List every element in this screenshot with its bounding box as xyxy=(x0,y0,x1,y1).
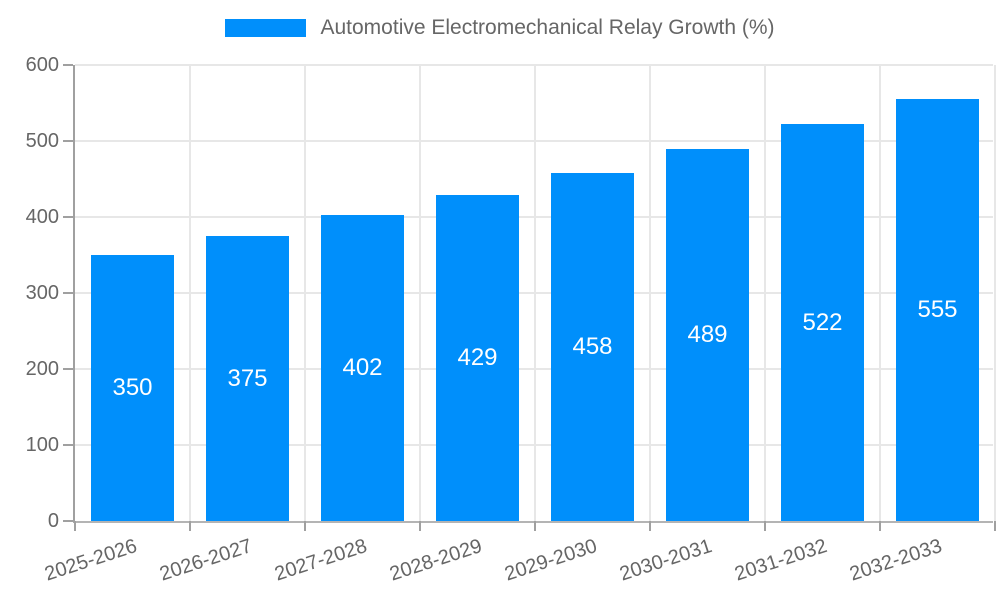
x-axis-tick xyxy=(764,521,766,531)
y-axis-tick xyxy=(63,368,73,371)
bar[interactable]: 402 xyxy=(321,215,404,521)
vertical-gridline xyxy=(879,65,881,521)
bar-value-label: 555 xyxy=(917,296,958,324)
y-axis-label: 400 xyxy=(25,206,59,229)
vertical-gridline xyxy=(189,65,191,521)
y-axis-label: 0 xyxy=(47,510,59,532)
y-axis-tick xyxy=(63,216,73,219)
legend[interactable]: Automotive Electromechanical Relay Growt… xyxy=(0,14,1000,42)
y-axis-label: 600 xyxy=(25,54,59,76)
x-axis-tick xyxy=(534,521,536,531)
x-axis-tick xyxy=(419,521,421,531)
bar[interactable]: 375 xyxy=(206,236,289,521)
y-axis-tick xyxy=(63,444,73,447)
vertical-gridline xyxy=(764,65,766,521)
y-axis-label: 200 xyxy=(25,358,59,381)
bar-value-label: 429 xyxy=(457,343,498,371)
legend-label: Automotive Electromechanical Relay Growt… xyxy=(320,16,775,39)
vertical-gridline xyxy=(419,65,421,521)
vertical-gridline xyxy=(534,65,536,521)
bar[interactable]: 522 xyxy=(781,124,864,521)
x-axis-tick xyxy=(994,521,996,531)
y-axis-tick xyxy=(63,140,73,142)
y-axis-label: 300 xyxy=(25,282,59,304)
bar[interactable]: 429 xyxy=(436,194,519,521)
vertical-gridline xyxy=(994,65,996,521)
bar[interactable]: 350 xyxy=(91,255,174,521)
y-axis-tick xyxy=(63,64,73,66)
x-axis-tick xyxy=(74,521,76,531)
y-axis-tick xyxy=(63,520,73,522)
x-axis-tick xyxy=(304,521,306,531)
x-axis-tick xyxy=(649,521,651,531)
bar-value-label: 402 xyxy=(342,354,383,382)
bar-value-label: 458 xyxy=(572,332,613,360)
x-axis-tick xyxy=(189,521,191,531)
y-axis-tick xyxy=(63,292,73,294)
y-axis-label: 100 xyxy=(25,434,59,457)
bar-value-label: 489 xyxy=(687,321,728,349)
y-axis-label: 500 xyxy=(25,130,59,152)
plot-area: 350 375 402 429 458 489 522 555 0 100 200 300 400 50… xyxy=(26,54,996,585)
vertical-gridline xyxy=(649,65,651,521)
bar-value-label: 375 xyxy=(227,364,268,392)
bar[interactable]: 489 xyxy=(666,149,749,521)
bar[interactable]: 555 xyxy=(896,99,979,521)
x-axis-tick xyxy=(879,521,881,531)
vertical-gridline xyxy=(304,65,306,521)
bar-value-label: 522 xyxy=(802,308,843,336)
bar[interactable]: 458 xyxy=(551,172,634,521)
legend-marker xyxy=(225,19,307,37)
bar-value-label: 350 xyxy=(112,374,153,401)
